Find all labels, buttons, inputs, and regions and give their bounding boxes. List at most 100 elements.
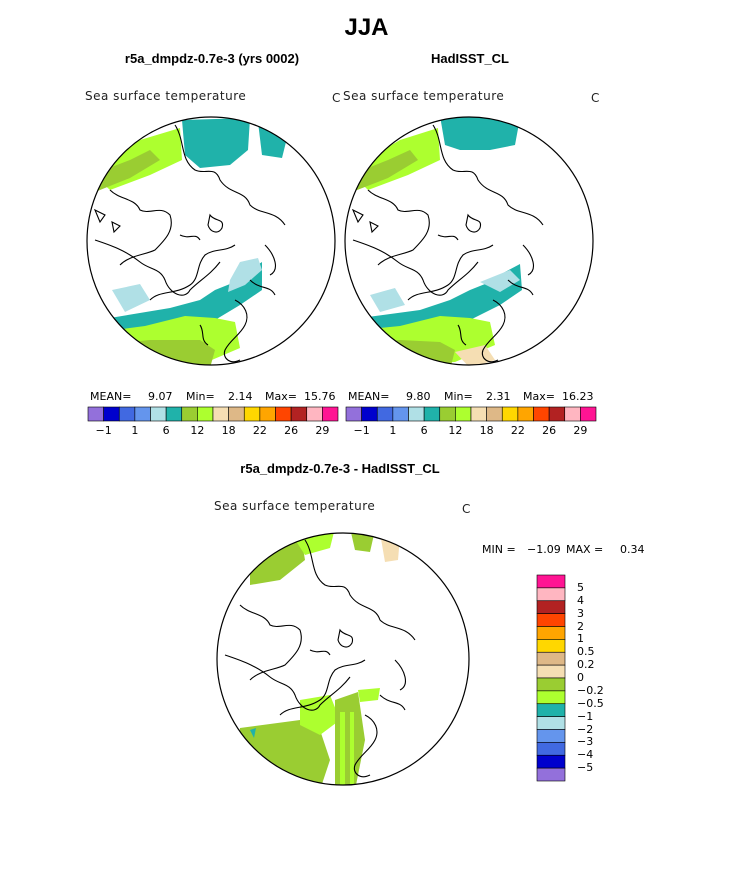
- diff-min-value: −1.09: [527, 543, 561, 556]
- colorbar-swatch: [536, 677, 566, 692]
- left-mean-value: 9.07: [148, 390, 173, 403]
- diff-region-alaska-wheat: [380, 533, 400, 562]
- colorbar-tick-label: 1: [131, 424, 139, 437]
- colorbar-swatch: [536, 754, 566, 769]
- colorbar-tick-label: −1: [95, 424, 112, 437]
- right-stats-line: MEAN= 9.80 Min= 2.31 Max= 16.23: [346, 390, 596, 404]
- colorbar-level-label: 2: [577, 619, 584, 633]
- colorbar-level-label: −0.5: [577, 696, 604, 710]
- right-field-label: Sea surface temperature: [343, 89, 505, 103]
- diff-region-pacific-green: [250, 533, 305, 585]
- colorbar-level-label: 5: [577, 580, 584, 594]
- sst-region-atlantic-wheat: [455, 345, 495, 365]
- colorbar-level-label: 0: [577, 671, 584, 684]
- left-panel-title: r5a_dmpdz-0.7e-3 (yrs 0002): [124, 51, 300, 66]
- colorbar-swatch: [536, 767, 566, 782]
- colorbar-tick-label: 1: [389, 424, 397, 437]
- colorbar-level-label: 0.5: [577, 645, 595, 659]
- diff-stats-line: MIN = −1.09 MAX = 0.34: [482, 543, 662, 557]
- sst-region-pacific-green: [348, 150, 418, 192]
- left-min-value: 2.14: [228, 390, 253, 403]
- colorbar-swatch: [536, 600, 566, 614]
- left-max-value: 15.76: [304, 390, 336, 403]
- colorbar-tick-label: 26: [542, 424, 557, 437]
- sst-region-nordic-lightblue: [480, 270, 520, 292]
- diff-region-teal-spot: [250, 728, 256, 738]
- sst-region-bering-teal: [440, 117, 520, 150]
- colorbar-swatch: [536, 574, 566, 589]
- colorbar-tick-label: 18: [221, 424, 236, 437]
- left-unit-label: C: [332, 91, 341, 105]
- sst-region-pacific-green: [88, 150, 160, 192]
- colorbar-level-label: −5: [577, 761, 594, 775]
- sst-region-labrador-lightblue: [112, 284, 150, 312]
- colorbar-swatch: [536, 729, 566, 743]
- left-min-label: Min=: [186, 390, 215, 403]
- colorbar-swatch: [536, 703, 566, 717]
- colorbar-swatch: [536, 587, 566, 602]
- colorbar-tick-label: −1: [353, 424, 370, 437]
- colorbar-level-label: −1: [577, 709, 594, 723]
- colorbar-tick-label: 29: [573, 424, 588, 437]
- colorbar-swatch: [536, 690, 566, 705]
- sst-region-labrador-lightblue: [370, 288, 405, 312]
- colorbar-level-label: 3: [577, 606, 584, 620]
- colorbar-tick-label: 6: [162, 424, 170, 437]
- colorbar-tick-label: 6: [420, 424, 428, 437]
- colorbar-level-label: 4: [577, 593, 584, 607]
- colorbar-tick-label: 29: [315, 424, 330, 437]
- left-colorbar: [87, 406, 339, 422]
- colorbar-tick-label: 26: [284, 424, 299, 437]
- diff-region-bering-green: [350, 533, 375, 552]
- diff-map-boundary: [216, 532, 470, 786]
- diff-max-label: MAX =: [566, 543, 604, 556]
- left-field-label: Sea surface temperature: [85, 89, 247, 103]
- right-min-value: 2.31: [486, 390, 511, 403]
- left-map-boundary: [86, 116, 336, 366]
- colorbar-swatch: [536, 639, 566, 653]
- right-panel-title: HadISST_CL: [430, 51, 509, 66]
- colorbar-tick-label: 12: [190, 424, 205, 437]
- right-max-value: 16.23: [562, 390, 594, 403]
- sst-region-bering-teal: [182, 118, 250, 168]
- colorbar-tick-label: 22: [510, 424, 525, 437]
- diff-region-norway-yellowgreen: [358, 688, 380, 702]
- sst-region-atlantic-teal: [360, 264, 522, 334]
- colorbar-swatch: [536, 626, 566, 640]
- diff-max-value: 0.34: [620, 543, 645, 556]
- colorbar-tick-label: 22: [252, 424, 267, 437]
- colorbar-swatch: [536, 664, 566, 679]
- colorbar-swatch: [536, 651, 566, 666]
- colorbar-level-label: −2: [577, 722, 594, 736]
- colorbar-swatch: [536, 742, 566, 756]
- page-title: JJA: [344, 14, 389, 41]
- right-mean-label: MEAN=: [348, 390, 390, 403]
- right-mean-value: 9.80: [406, 390, 431, 403]
- left-stats-line: MEAN= 9.07 Min= 2.14 Max= 15.76: [88, 390, 338, 404]
- left-max-label: Max=: [265, 390, 297, 403]
- right-min-label: Min=: [444, 390, 473, 403]
- colorbar-tick-label: 12: [448, 424, 463, 437]
- diff-stripe: [350, 712, 354, 785]
- colorbar-level-label: −3: [577, 735, 594, 749]
- colorbar-swatch: [322, 406, 339, 422]
- right-max-label: Max=: [523, 390, 555, 403]
- colorbar-swatch: [536, 613, 566, 627]
- sst-region-atlantic-teal: [110, 262, 262, 334]
- right-unit-label: C: [591, 91, 600, 105]
- diff-min-label: MIN =: [482, 543, 516, 556]
- colorbar-level-label: −0.2: [577, 683, 604, 697]
- colorbar-level-label: 1: [577, 632, 584, 646]
- diff-field-label: Sea surface temperature: [214, 499, 376, 513]
- sst-region-nordic-lightblue: [228, 258, 262, 292]
- diff-panel-title: r5a_dmpdz-0.7e-3 - HadISST_CL: [240, 461, 440, 476]
- right-map-boundary: [344, 116, 594, 366]
- colorbar-swatch: [580, 406, 597, 422]
- diff-colorbar: [536, 574, 566, 782]
- left-mean-label: MEAN=: [90, 390, 132, 403]
- colorbar-level-label: −4: [577, 748, 594, 762]
- colorbar-tick-label: 18: [479, 424, 494, 437]
